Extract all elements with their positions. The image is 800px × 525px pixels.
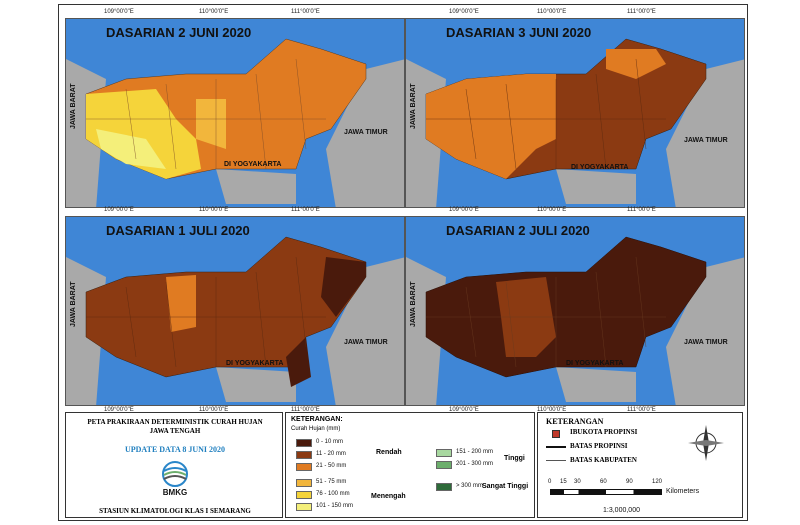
map-legend-heading: KETERANGAN (546, 417, 604, 426)
menengah-label: Menengah (371, 493, 406, 500)
tinggi-label: Tinggi (504, 455, 525, 462)
jawa-barat-label: JAWA BARAT (70, 281, 77, 328)
scale-tick: 30 (574, 479, 581, 485)
map-sheet: DASARIAN 2 JUNI 2020 JAWA BARAT JAWA TIM… (58, 4, 748, 521)
compass-rose-icon (686, 423, 726, 463)
map-panel-dasarian-2-juni: DASARIAN 2 JUNI 2020 JAWA BARAT JAWA TIM… (65, 18, 405, 208)
map-panel-dasarian-1-juli: DASARIAN 1 JULI 2020 JAWA BARAT JAWA TIM… (65, 216, 405, 406)
bmkg-logo: BMKG (158, 461, 192, 499)
lon-label: 109°00'0"E (104, 207, 134, 213)
legend-swatch (436, 461, 452, 469)
legend-label: 201 - 300 mm (456, 461, 494, 467)
sangat-tinggi-label: Sangat Tinggi (482, 483, 529, 490)
lon-label: 109°00'0"E (449, 407, 479, 413)
panel-title: DASARIAN 2 JULI 2020 (446, 223, 590, 238)
map-title-line2: JAWA TENGAH (149, 427, 201, 435)
map-dasarian-3-juni (406, 19, 744, 207)
lon-label: 109°00'0"E (449, 9, 479, 15)
scale-tick: 60 (600, 479, 607, 485)
lon-label: 111°00'0"E (627, 9, 656, 15)
batas-kabupaten-line (546, 460, 566, 461)
jawa-barat-label: JAWA BARAT (70, 83, 77, 130)
lon-label: 111°00'0"E (291, 9, 320, 15)
legend-swatch (296, 491, 312, 499)
yogyakarta-region (216, 169, 296, 204)
rainfall-legend: KETERANGAN: Curah Hujan (mm) 0 - 10 mm 1… (285, 412, 535, 518)
legend-label: 11 - 20 mm (316, 451, 346, 457)
scale-tick: 90 (626, 479, 633, 485)
panel-title: DASARIAN 3 JUNI 2020 (446, 25, 592, 40)
yogyakarta-label: DI YOGYAKARTA (566, 360, 624, 367)
lon-label: 111°00'0"E (291, 407, 320, 413)
legend-swatch (296, 451, 312, 459)
map-dasarian-1-juli (66, 217, 404, 405)
legend-subheading: Curah Hujan (mm) (291, 426, 341, 432)
legend-label: 151 - 200 mm (456, 449, 494, 455)
legend-heading: KETERANGAN: (291, 416, 343, 423)
lon-label: 111°00'0"E (627, 207, 656, 213)
legend-label: > 300 mm (456, 483, 483, 489)
lon-label: 109°00'0"E (449, 207, 479, 213)
map-legend: KETERANGAN IBUKOTA PROPINSI BATAS PROPIN… (537, 412, 743, 518)
lon-label: 109°00'0"E (104, 407, 134, 413)
legend-swatch (296, 439, 312, 447)
scale-tick: 120 (652, 479, 663, 485)
jawa-timur-label: JAWA TIMUR (684, 339, 728, 346)
jawa-barat-label: JAWA BARAT (410, 281, 417, 328)
update-text: UPDATE DATA 8 JUNI 2020 (124, 445, 225, 454)
station-name: STASIUN KLIMATOLOGI KLAS I SEMARANG (99, 507, 251, 515)
legend-swatch (436, 449, 452, 457)
legend-label: 101 - 150 mm (316, 503, 354, 509)
scale-ratio: 1:3,000,000 (603, 507, 640, 514)
lon-label: 110°00'0"E (537, 407, 567, 413)
map-panel-dasarian-2-juli: DASARIAN 2 JULI 2020 JAWA BARAT JAWA TIM… (405, 216, 745, 406)
yogyakarta-label: DI YOGYAKARTA (224, 161, 282, 168)
lon-label: 110°00'0"E (199, 207, 229, 213)
yogyakarta-label: DI YOGYAKARTA (226, 360, 284, 367)
batas-propinsi-label: BATAS PROPINSI (570, 442, 628, 450)
batas-propinsi-line (546, 446, 566, 448)
jawa-barat-label: JAWA BARAT (410, 83, 417, 130)
legend-label: 76 - 100 mm (316, 491, 350, 497)
legend-label: 51 - 75 mm (316, 479, 347, 485)
legend-swatch (296, 463, 312, 471)
legend-label: 0 - 10 mm (316, 439, 344, 445)
jawa-timur-region (326, 59, 404, 207)
lon-label: 110°00'0"E (199, 9, 229, 15)
title-block: PETA PRAKIRAAN DETERMINISTIK CURAH HUJAN… (65, 412, 283, 518)
lon-label: 110°00'0"E (537, 207, 567, 213)
map-title-line1: PETA PRAKIRAAN DETERMINISTIK CURAH HUJAN (87, 418, 263, 426)
lon-label: 111°00'0"E (291, 207, 320, 213)
scale-tick: 0 (548, 479, 552, 485)
yogyakarta-label: DI YOGYAKARTA (571, 164, 629, 171)
legend-swatch (296, 503, 312, 511)
map-dasarian-2-juli (406, 217, 744, 405)
legend-swatch (436, 483, 452, 491)
lon-label: 110°00'0"E (537, 9, 567, 15)
jawa-timur-label: JAWA TIMUR (344, 129, 388, 136)
scale-bar (550, 489, 662, 495)
scale-unit: Kilometers (666, 488, 700, 495)
lon-label: 109°00'0"E (104, 9, 134, 15)
scale-tick: 15 (560, 479, 567, 485)
panel-title: DASARIAN 1 JULI 2020 (106, 223, 250, 238)
lon-label: 110°00'0"E (199, 407, 229, 413)
ibukota-symbol (552, 430, 560, 438)
jawa-timur-label: JAWA TIMUR (684, 137, 728, 144)
rendah-label: Rendah (376, 449, 402, 456)
map-panel-dasarian-3-juni: DASARIAN 3 JUNI 2020 JAWA BARAT JAWA TIM… (405, 18, 745, 208)
legend-swatch (296, 479, 312, 487)
ibukota-label: IBUKOTA PROPINSI (570, 428, 638, 436)
jawa-timur-label: JAWA TIMUR (344, 339, 388, 346)
map-dasarian-2-juni (66, 19, 404, 207)
legend-label: 21 - 50 mm (316, 463, 347, 469)
bmkg-logo-text: BMKG (162, 488, 188, 497)
panel-title: DASARIAN 2 JUNI 2020 (106, 25, 252, 40)
lon-label: 111°00'0"E (627, 407, 656, 413)
batas-kabupaten-label: BATAS KABUPATEN (570, 456, 637, 464)
